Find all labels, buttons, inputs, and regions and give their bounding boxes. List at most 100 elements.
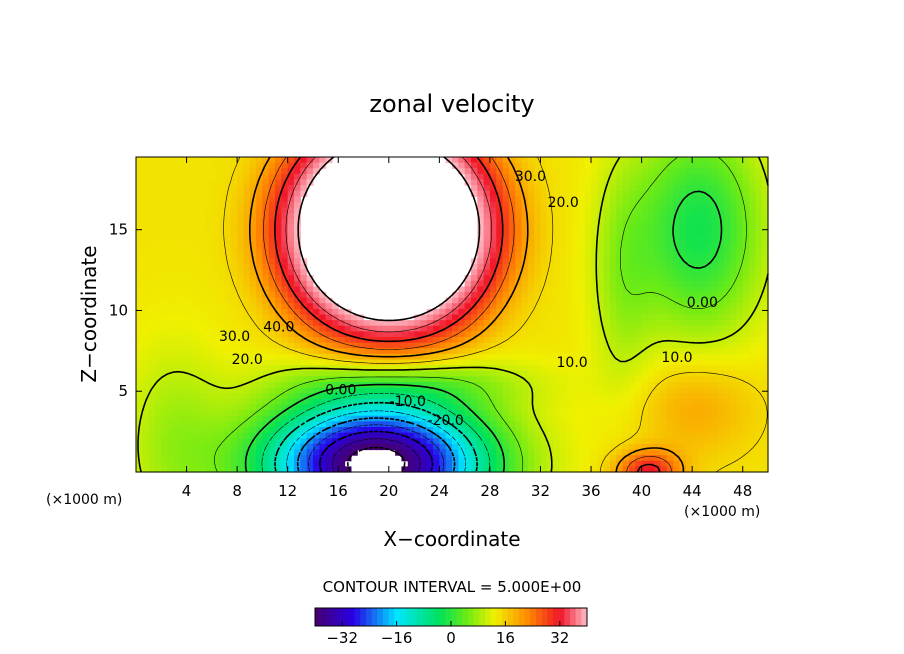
heatmap-cell [180, 348, 188, 355]
heatmap-cell [635, 376, 643, 383]
heatmap-cell [268, 427, 276, 434]
heatmap-cell [572, 348, 579, 355]
heatmap-cell [597, 196, 605, 203]
heatmap-cell [369, 387, 377, 394]
heatmap-cell [534, 196, 542, 203]
heatmap-cell [338, 320, 346, 327]
heatmap-cell [218, 179, 226, 186]
heatmap-cell [489, 247, 497, 254]
heatmap-cell [704, 207, 712, 214]
heatmap-cell [350, 376, 358, 383]
heatmap-cell [306, 303, 314, 310]
heatmap-cell [572, 263, 579, 271]
heatmap-cell [704, 275, 712, 282]
heatmap-cell [647, 207, 655, 214]
heatmap-cell [205, 185, 213, 192]
heatmap-cell [256, 308, 263, 316]
heatmap-cell [369, 342, 377, 349]
heatmap-cell [395, 438, 403, 445]
heatmap-cell [167, 376, 175, 383]
heatmap-cell [262, 427, 270, 434]
heatmap-cell [628, 353, 636, 361]
heatmap-cell [249, 393, 257, 400]
heatmap-cell [534, 348, 542, 355]
heatmap-cell [698, 353, 706, 361]
heatmap-cell [136, 325, 143, 332]
heatmap-cell [300, 269, 308, 276]
heatmap-cell [502, 382, 510, 389]
heatmap-cell [237, 168, 245, 175]
heatmap-cell [161, 179, 169, 186]
heatmap-cell [534, 168, 542, 175]
heatmap-cell [445, 370, 453, 377]
heatmap-cell [717, 263, 725, 271]
heatmap-cell [515, 432, 523, 439]
heatmap-cell [597, 252, 605, 259]
heatmap-cell [559, 427, 567, 434]
heatmap-cell [142, 353, 150, 361]
heatmap-cell [338, 325, 346, 332]
heatmap-cell [685, 179, 693, 186]
heatmap-cell [148, 179, 156, 186]
heatmap-cell [161, 314, 169, 321]
heatmap-cell [268, 252, 276, 259]
heatmap-cell [755, 443, 763, 451]
heatmap-cell [287, 376, 295, 383]
heatmap-cell [711, 308, 719, 316]
heatmap-cell [647, 348, 655, 355]
heatmap-cell [192, 263, 200, 271]
heatmap-cell [660, 202, 668, 209]
heatmap-cell [723, 185, 731, 192]
heatmap-cell [363, 370, 371, 377]
heatmap-cell [180, 218, 188, 226]
heatmap-cell [616, 365, 624, 372]
heatmap-cell [496, 342, 504, 349]
heatmap-cell [635, 382, 643, 389]
heatmap-cell [673, 286, 681, 293]
heatmap-cell [363, 443, 371, 451]
heatmap-cell [483, 303, 491, 310]
heatmap-cell [546, 185, 554, 192]
heatmap-cell [685, 292, 693, 299]
heatmap-cell [736, 393, 744, 400]
heatmap-cell [553, 398, 561, 406]
heatmap-cell [148, 320, 156, 327]
heatmap-cell [199, 421, 207, 428]
heatmap-cell [458, 404, 466, 411]
heatmap-cell [470, 393, 478, 400]
heatmap-cell [597, 263, 605, 271]
heatmap-cell [218, 365, 226, 372]
heatmap-cell [477, 404, 485, 411]
heatmap-cell [591, 449, 598, 456]
heatmap-cell [470, 438, 478, 445]
heatmap-cell [603, 382, 611, 389]
heatmap-cell [502, 224, 510, 231]
heatmap-cell [660, 398, 668, 406]
heatmap-cell [180, 157, 188, 164]
heatmap-cell [477, 235, 485, 242]
heatmap-cell [673, 449, 681, 456]
heatmap-cell [180, 303, 188, 310]
heatmap-cell [294, 241, 301, 248]
heatmap-cell [420, 460, 428, 467]
heatmap-cell [306, 376, 314, 383]
heatmap-cell [508, 275, 516, 282]
heatmap-cell [205, 337, 213, 344]
heatmap-cell [369, 320, 377, 327]
heatmap-cell [294, 308, 301, 316]
heatmap-cell [496, 404, 504, 411]
heatmap-cell [407, 460, 415, 467]
heatmap-cell [610, 466, 617, 473]
heatmap-cell [521, 325, 529, 332]
heatmap-cell [136, 308, 143, 316]
heatmap-cell [331, 331, 339, 338]
heatmap-cell [268, 466, 276, 473]
heatmap-cell [597, 224, 605, 231]
heatmap-cell [369, 359, 377, 366]
heatmap-cell [477, 466, 485, 473]
heatmap-cell [692, 359, 700, 366]
heatmap-cell [553, 308, 561, 316]
heatmap-cell [211, 224, 219, 231]
heatmap-cell [294, 275, 301, 282]
heatmap-cell [489, 168, 497, 175]
